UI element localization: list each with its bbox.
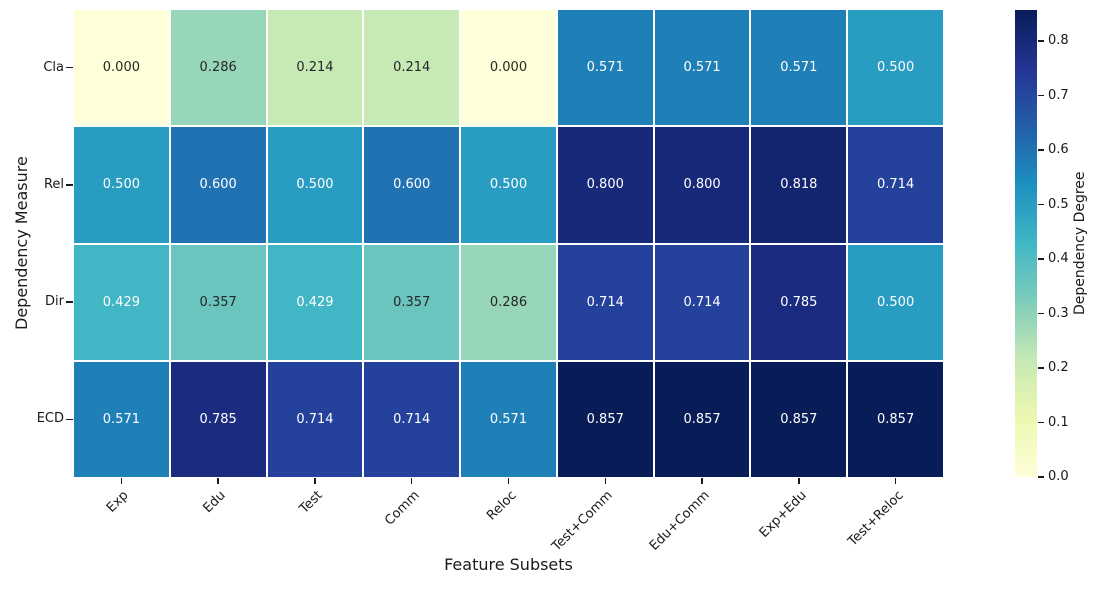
x-tick-label-Test+Reloc: Test+Reloc [844,488,907,550]
x-tick-label-Exp: Exp [104,488,132,516]
colorbar-tick-label-0.8: 0.8 [1048,33,1069,49]
colorbar-tick-label-0.3: 0.3 [1048,305,1069,321]
y-tick-mark [66,301,73,303]
y-tick-label-ECD: ECD [36,411,64,427]
heatmap-cell-Rel-Edu+Comm: 0.800 [654,127,750,243]
heatmap-cell-Rel-Exp+Edu: 0.818 [751,127,847,243]
x-tick-mark [411,478,413,484]
colorbar-tick-label-0.5: 0.5 [1048,196,1069,212]
heatmap-cell-Cla-Test+Comm: 0.571 [557,10,653,126]
heatmap-cell-Cla-Test+Reloc: 0.500 [848,10,943,126]
colorbar-tick-mark [1038,40,1044,42]
heatmap-cell-ECD-Reloc: 0.571 [461,361,556,477]
heatmap-cell-Dir-Test: 0.429 [267,244,363,360]
heatmap-cell-Dir-Exp: 0.429 [74,244,169,360]
heatmap-cell-ECD-Exp: 0.571 [74,361,169,477]
heatmap-cell-Rel-Test+Comm: 0.800 [557,127,653,243]
heatmap-cell-Rel-Reloc: 0.500 [461,127,556,243]
x-tick-mark [798,478,800,484]
colorbar-tick-label-0.1: 0.1 [1048,414,1069,430]
heatmap-cell-ECD-Comm: 0.714 [364,361,460,477]
heatmap-cell-Dir-Test+Reloc: 0.500 [848,244,943,360]
heatmap-cell-Rel-Comm: 0.600 [364,127,460,243]
heatmap-cell-ECD-Test: 0.714 [267,361,363,477]
x-tick-label-Test+Comm: Test+Comm [549,488,616,555]
heatmap-cell-ECD-Edu: 0.785 [170,361,266,477]
y-tick-label-Dir: Dir [45,294,64,310]
heatmap-cell-Dir-Edu: 0.357 [170,244,266,360]
x-tick-label-Comm: Comm [381,488,423,529]
x-tick-mark [701,478,703,484]
heatmap-cell-Cla-Reloc: 0.000 [461,10,556,126]
colorbar-tick-mark [1038,149,1044,151]
heatmap-cell-ECD-Exp+Edu: 0.857 [751,361,847,477]
heatmap-cell-Cla-Edu+Comm: 0.571 [654,10,750,126]
x-tick-label-Test: Test [296,488,326,517]
colorbar-gradient [1015,10,1037,477]
heatmap-cell-Cla-Test: 0.214 [267,10,363,126]
y-tick-label-Cla: Cla [43,59,64,75]
colorbar-tick-label-0.7: 0.7 [1048,87,1069,103]
colorbar-tick-label-0.6: 0.6 [1048,142,1069,158]
x-tick-mark [894,478,897,484]
colorbar-tick-mark [1038,421,1044,424]
heatmap-cell-ECD-Edu+Comm: 0.857 [654,361,750,477]
heatmap-cell-ECD-Test+Reloc: 0.857 [848,361,943,477]
x-tick-label-Edu: Edu [200,488,229,517]
x-axis-title: Feature Subsets [444,555,573,574]
heatmap-cell-Dir-Test+Comm: 0.714 [557,244,653,360]
x-tick-mark [217,478,219,484]
y-tick-label-Rel: Rel [43,176,64,192]
heatmap-cell-ECD-Test+Comm: 0.857 [557,361,653,477]
heatmap-cell-Dir-Comm: 0.357 [364,244,460,360]
heatmap-cell-Cla-Comm: 0.214 [364,10,460,126]
colorbar-tick-label-0.2: 0.2 [1048,360,1069,375]
y-tick-mark [66,66,73,69]
heatmap-cell-Rel-Edu: 0.600 [170,127,266,243]
heatmap-cell-Cla-Exp+Edu: 0.571 [751,10,847,126]
heatmap-cell-Dir-Exp+Edu: 0.785 [751,244,847,360]
colorbar-tick-mark [1038,367,1044,369]
heatmap-cell-Dir-Edu+Comm: 0.714 [654,244,750,360]
x-tick-label-Reloc: Reloc [483,488,520,524]
colorbar-tick-mark [1038,203,1044,206]
x-tick-label-Exp+Edu: Exp+Edu [756,488,810,541]
x-tick-mark [507,478,510,484]
y-tick-mark [66,184,73,186]
heatmap-cell-Cla-Exp: 0.000 [74,10,169,126]
x-tick-mark [120,478,123,484]
colorbar-tick-mark [1038,476,1044,478]
y-tick-mark [66,418,73,421]
colorbar-tick-label-0.4: 0.4 [1048,251,1069,267]
heatmap-cell-Rel-Test+Reloc: 0.714 [848,127,943,243]
heatmap-cell-Rel-Test: 0.500 [267,127,363,243]
heatmap-cell-Cla-Edu: 0.286 [170,10,266,126]
heatmap-cell-Rel-Exp: 0.500 [74,127,169,243]
colorbar-title: Dependency Degree [1072,171,1088,316]
heatmap-grid: 0.000 0.286 0.214 0.214 0.000 0.571 0.571 0.571… [74,10,943,477]
colorbar-tick-mark [1038,94,1044,97]
x-tick-mark [314,478,316,484]
x-tick-label-Edu+Comm: Edu+Comm [646,488,713,554]
x-tick-mark [604,478,606,484]
heatmap-cell-Dir-Reloc: 0.286 [461,244,556,360]
colorbar-tick-mark [1038,312,1044,315]
colorbar-tick-mark [1038,258,1044,260]
y-axis-title: Dependency Measure [12,156,31,331]
colorbar-tick-label-0.0: 0.0 [1048,469,1069,484]
